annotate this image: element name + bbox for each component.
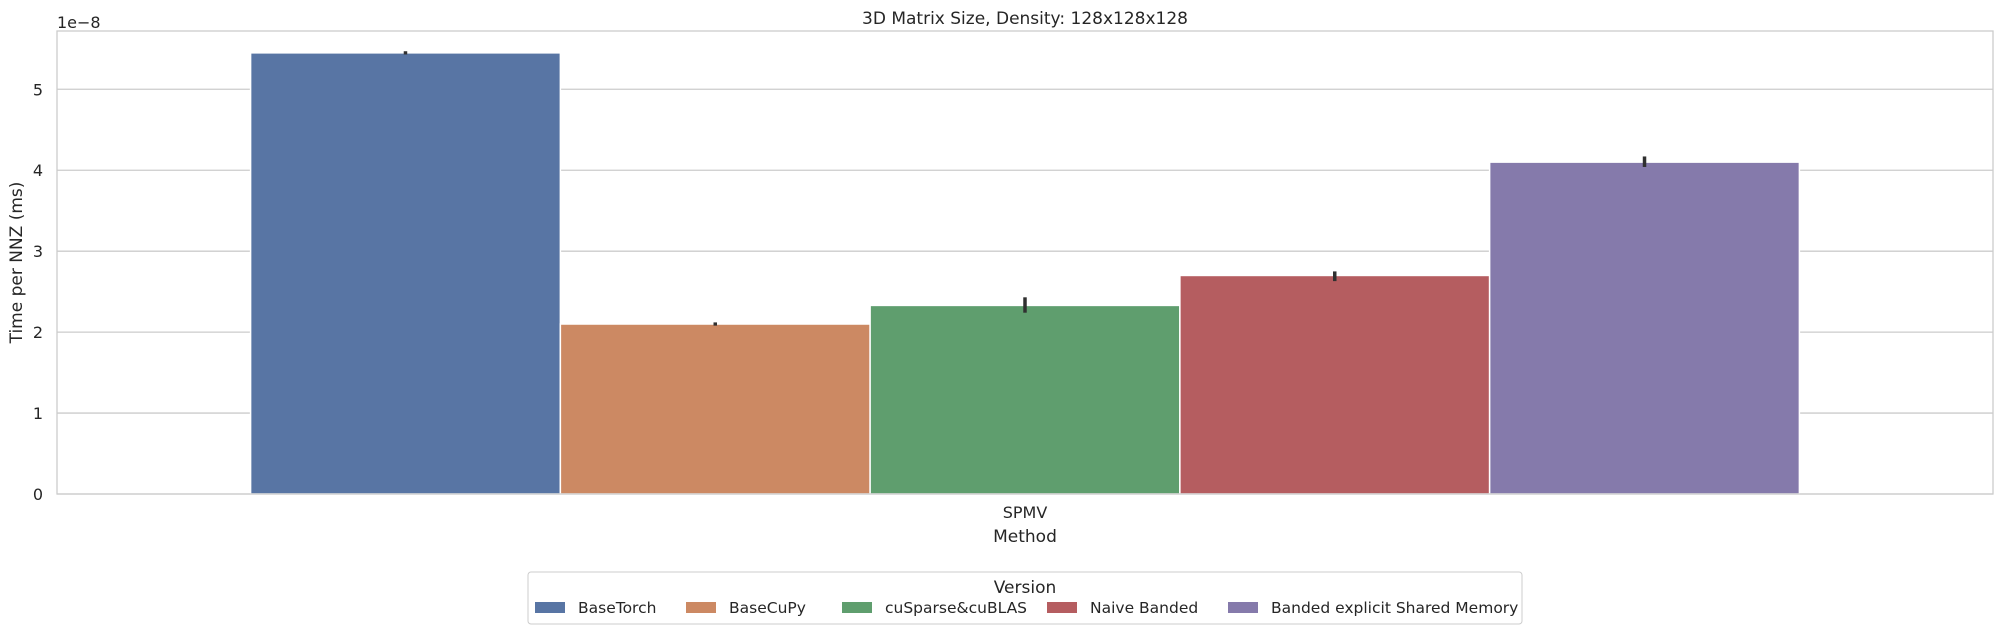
legend-swatch [1228, 602, 1258, 613]
legend-item: BaseTorch [535, 599, 656, 617]
y-tick-label: 3 [33, 242, 43, 261]
legend-swatch [686, 602, 716, 613]
plot-frame [56, 30, 1994, 495]
x-ticks: SPMV [1003, 503, 1048, 522]
y-offset-label: 1e−8 [57, 13, 101, 32]
x-tick-label: SPMV [1003, 503, 1048, 522]
y-tick-label: 4 [33, 161, 43, 180]
legend-item: Naive Banded [1047, 599, 1198, 617]
legend-swatch [1047, 602, 1077, 613]
legend: Version BaseTorch BaseCuPy cuSparse&cuBLAS… [527, 571, 1523, 625]
legend-swatch [535, 602, 565, 613]
legend-label: Banded explicit Shared Memory [1271, 599, 1518, 617]
legend-label: cuSparse&cuBLAS [885, 599, 1027, 617]
bar [869, 304, 1181, 495]
y-tick-label: 5 [33, 80, 43, 99]
legend-swatch [842, 602, 872, 613]
legend-item: Banded explicit Shared Memory [1228, 599, 1518, 617]
bars [249, 52, 1801, 495]
bar [559, 323, 871, 495]
x-axis-label: Method [993, 527, 1057, 547]
legend-item: cuSparse&cuBLAS [842, 599, 1027, 617]
legend-label: BaseCuPy [729, 599, 806, 617]
y-tick-label: 0 [33, 485, 43, 504]
bar [249, 52, 562, 495]
y-ticks: 0 1 2 3 4 5 [33, 80, 43, 504]
y-axis-label: Time per NNZ (ms) [7, 182, 27, 345]
legend-label: Naive Banded [1090, 599, 1198, 617]
chart-title: 3D Matrix Size, Density: 128x128x128 [862, 9, 1188, 29]
legend-item: BaseCuPy [686, 599, 806, 617]
legend-title: Version [994, 578, 1057, 598]
y-tick-label: 2 [33, 323, 43, 342]
y-tick-label: 1 [33, 404, 43, 423]
bar [1488, 161, 1801, 495]
legend-items: BaseTorch BaseCuPy cuSparse&cuBLAS Naive Ba… [535, 599, 1518, 617]
bar [1179, 274, 1491, 495]
legend-box [527, 571, 1523, 625]
legend-label: BaseTorch [578, 599, 656, 617]
error-bars [403, 51, 1647, 326]
